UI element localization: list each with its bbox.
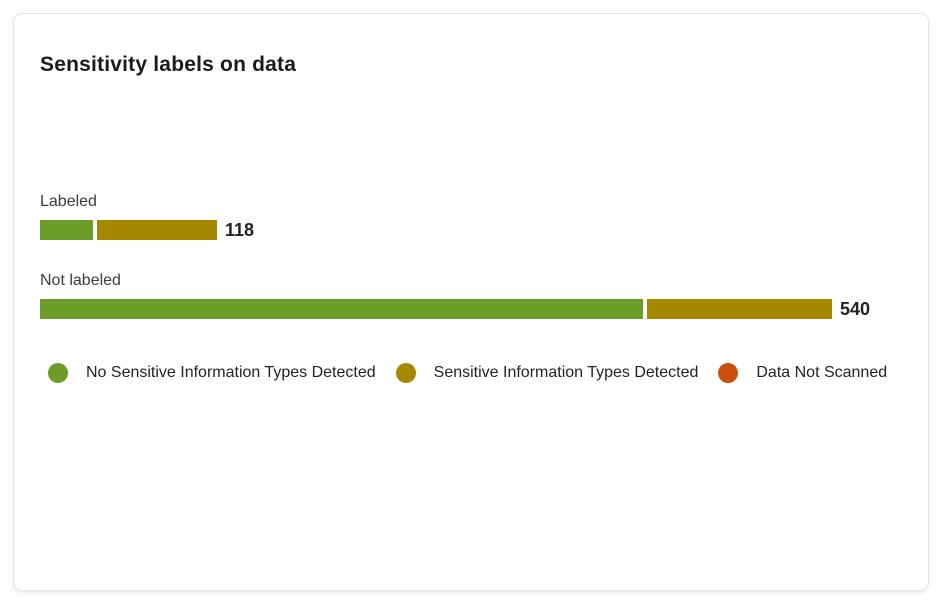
bar-category-label: Not labeled <box>40 272 121 289</box>
bar-row: Not labeled 540 <box>40 271 928 319</box>
bar-category-label: Labeled <box>40 193 97 210</box>
legend-item-label: Sensitive Information Types Detected <box>433 364 699 381</box>
legend-item-label: No Sensitive Information Types Detected <box>86 364 376 381</box>
bar-segment[interactable] <box>647 299 832 319</box>
legend-item: Data Not Scanned <box>718 363 887 383</box>
legend-item: No Sensitive Information Types Detected <box>48 363 376 383</box>
bar-total-value: 118 <box>225 220 255 240</box>
legend-dot <box>395 363 416 383</box>
card-title: Sensitivity labels on data <box>40 53 297 76</box>
legend-dot <box>48 363 68 383</box>
bar-segment[interactable] <box>97 220 217 240</box>
legend-item: Sensitive Information Types Detected <box>395 363 699 383</box>
chart-legend: No Sensitive Information Types Detected S… <box>48 363 898 383</box>
bar-segment[interactable] <box>40 220 93 240</box>
bar-segment[interactable] <box>40 299 643 319</box>
bar-total-value: 540 <box>840 299 871 319</box>
bar-row: Labeled 118 <box>40 192 928 240</box>
bar-track: 540 <box>40 299 928 319</box>
stacked-bar-chart: Labeled 118 Not labeled 540 <box>40 192 928 319</box>
sensitivity-labels-card: Sensitivity labels on data Labeled 118 Not… <box>13 13 929 591</box>
bar-track: 118 <box>40 220 928 240</box>
legend-item-label: Data Not Scanned <box>756 364 888 381</box>
legend-dot <box>718 363 739 383</box>
